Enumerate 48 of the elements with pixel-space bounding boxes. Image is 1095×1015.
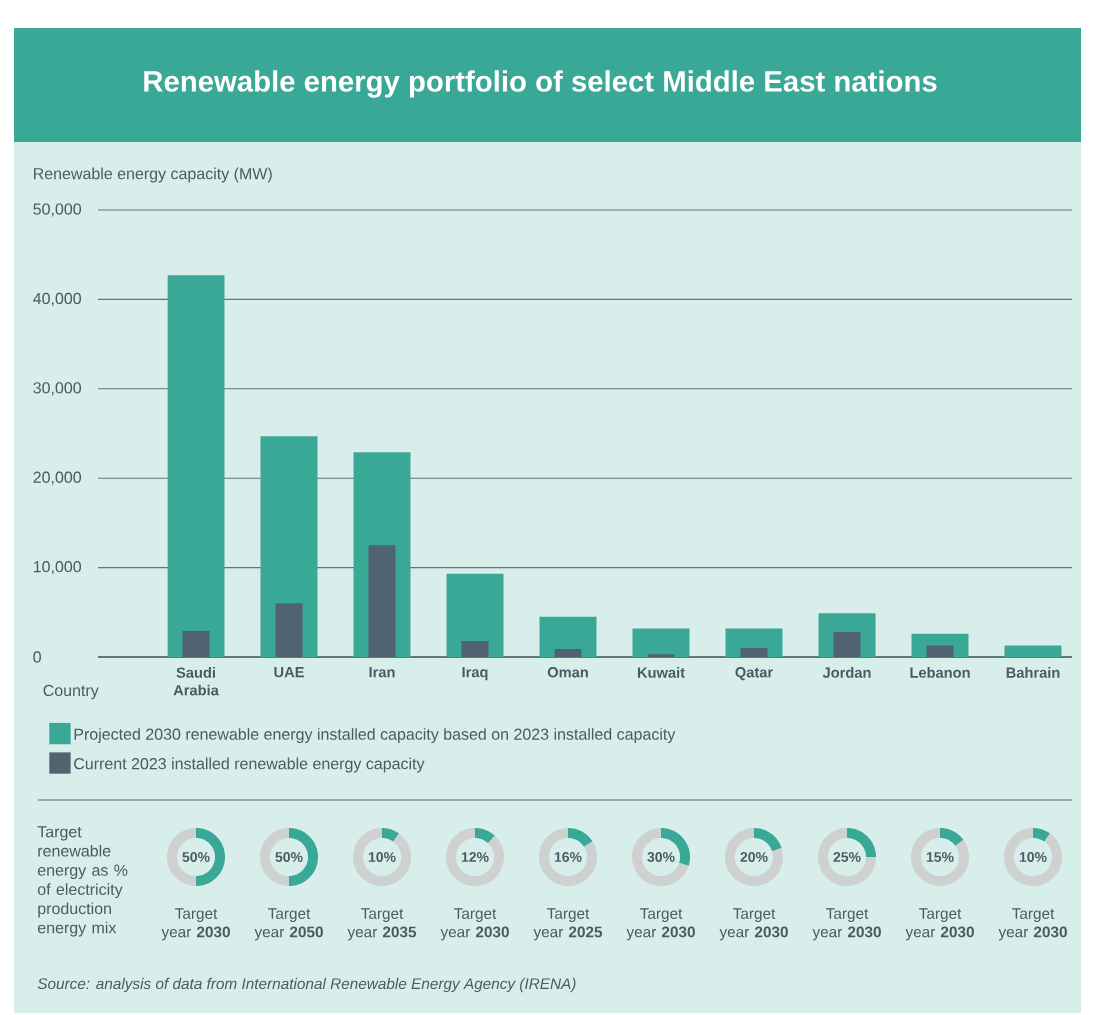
text: 25% [833,852,861,862]
text: Target year 2030 [905,908,974,941]
bar [632,628,690,657]
text: Target year 2030 [998,908,1067,941]
x-tick-label: Iraq [462,667,488,681]
x-tick-label: Iran [369,667,395,678]
text: 15% [926,852,954,862]
x-tick-label: Bahrain [1006,667,1060,678]
text: 20% [740,852,768,862]
bar [167,275,225,657]
y-tick-label: 40,000 [33,292,82,307]
x-tick-label: Saudi Arabia [173,667,219,696]
x-tick-label: Kuwait [637,667,685,678]
text: 16% [554,852,582,862]
y-tick-label: 20,000 [33,471,82,485]
text: 10% [1019,852,1047,862]
x-axis-title: Country [43,684,99,700]
text: 50% [275,852,303,862]
y-axis-title: Renewable energy capacity (MW) [34,167,272,183]
bar [446,573,504,657]
x-tick-label: UAE [274,667,304,678]
text: Target year 2030 [719,908,788,941]
chart-title: Renewable energy portfolio of select Middle East nations [144,70,937,98]
text: Target year 2030 [161,908,230,941]
bar [1004,645,1062,657]
source-note: Source: analysis of data from International Renewable Energy Agency (IRENA) [37,977,576,993]
bar [539,616,597,657]
text: 50% [182,852,210,862]
legend-label: Projected 2030 renewable energy installed capacity based on 2023 installed capacity [74,728,676,744]
y-tick-label: 50,000 [33,203,82,217]
text: Target year 2025 [533,908,603,941]
x-tick-label: Qatar [735,667,773,681]
y-tick-label: 30,000 [33,382,82,396]
y-tick-label: 10,000 [33,561,82,575]
text: Target year 2030 [440,908,509,941]
y-tick-label: 0 [33,651,41,663]
text: 12% [461,852,489,862]
text: Target renewable energy as % of electricity production energy mix [37,826,128,937]
x-tick-label: Lebanon [910,667,970,678]
text: Target year 2030 [626,908,695,941]
text: Target year 2050 [254,908,323,941]
text: Target year 2030 [812,908,881,941]
text: 10% [368,852,396,862]
x-tick-label: Jordan [822,667,871,678]
text: 30% [647,852,675,862]
text: Target year 2035 [347,908,417,941]
x-tick-label: Oman [547,667,588,678]
legend-label: Current 2023 installed renewable energy capacity [74,757,425,773]
